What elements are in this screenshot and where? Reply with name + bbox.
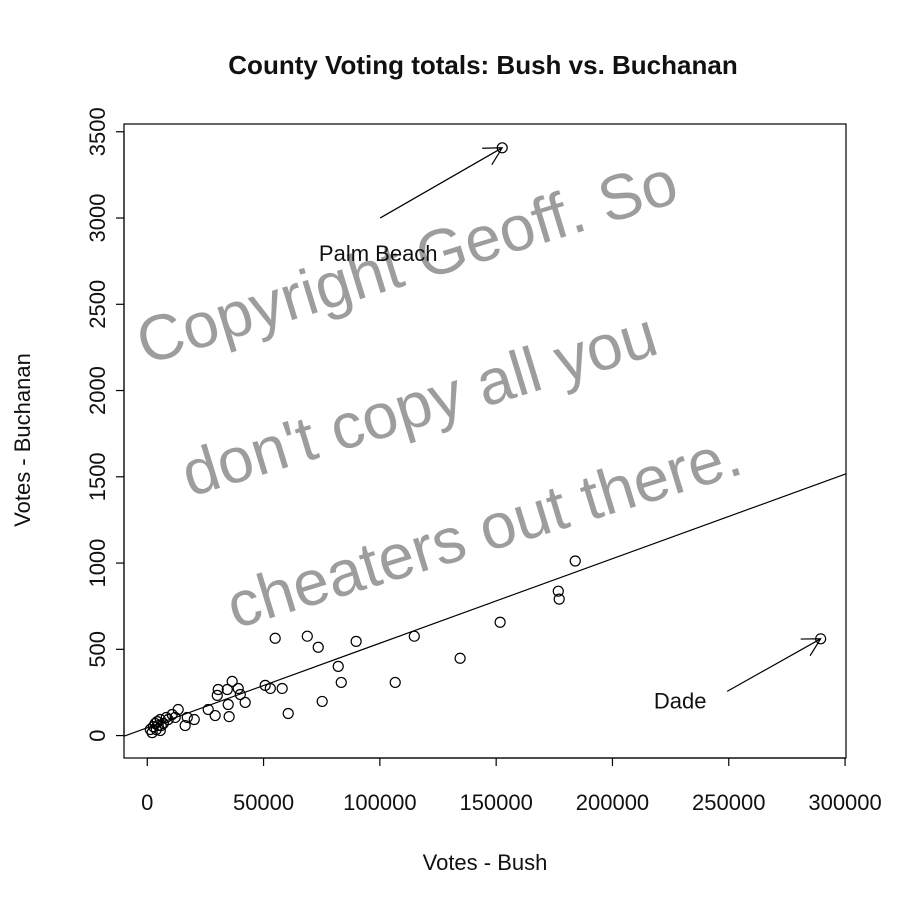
point <box>212 683 224 696</box>
point <box>202 703 214 716</box>
point <box>569 555 581 567</box>
point <box>552 585 564 597</box>
point <box>350 635 362 647</box>
point <box>226 675 238 688</box>
point <box>494 616 506 628</box>
point <box>282 707 294 720</box>
point <box>155 719 167 732</box>
point <box>223 710 235 723</box>
point <box>221 683 233 696</box>
point <box>211 689 223 701</box>
y-tick-label: 3500 <box>85 107 110 156</box>
x-tick-label: 300000 <box>808 790 881 815</box>
x-tick-label: 100000 <box>343 790 416 815</box>
x-tick-label: 200000 <box>576 790 649 815</box>
point <box>232 682 244 695</box>
point <box>335 676 347 689</box>
point <box>332 660 344 672</box>
point <box>269 632 281 644</box>
chart-title: County Voting totals: Bush vs. Buchanan <box>228 50 737 80</box>
point <box>454 652 466 664</box>
y-tick-label: 3000 <box>85 194 110 243</box>
point <box>209 709 221 722</box>
y-tick-label: 2000 <box>85 366 110 415</box>
x-tick-label: 150000 <box>459 790 532 815</box>
x-tick-label: 50000 <box>233 790 294 815</box>
y-tick-label: 500 <box>85 631 110 668</box>
x-axis-label: Votes - Bush <box>423 850 548 875</box>
y-tick-label: 0 <box>85 729 110 741</box>
annotation-arrow <box>726 638 822 692</box>
point <box>234 688 246 701</box>
point <box>169 711 181 724</box>
regression-line <box>123 473 847 737</box>
y-tick-label: 1500 <box>85 452 110 501</box>
y-tick-label: 1000 <box>85 539 110 588</box>
point <box>179 719 191 732</box>
point <box>276 682 288 695</box>
point <box>408 630 420 642</box>
annotation: Dade <box>654 688 707 713</box>
point <box>312 641 324 653</box>
point <box>389 676 401 689</box>
point <box>160 711 172 724</box>
y-tick-label: 2500 <box>85 280 110 329</box>
point <box>239 696 251 709</box>
x-tick-label: 0 <box>141 790 153 815</box>
point <box>301 630 313 642</box>
y-axis-label: Votes - Buchanan <box>10 353 35 527</box>
point <box>222 698 234 711</box>
point <box>188 713 200 726</box>
point <box>162 713 174 726</box>
point <box>553 593 565 605</box>
x-tick-label: 250000 <box>692 790 765 815</box>
point <box>316 695 328 708</box>
annotation-arrow <box>379 147 504 219</box>
point <box>181 711 193 724</box>
annotation: Palm Beach <box>319 241 438 266</box>
